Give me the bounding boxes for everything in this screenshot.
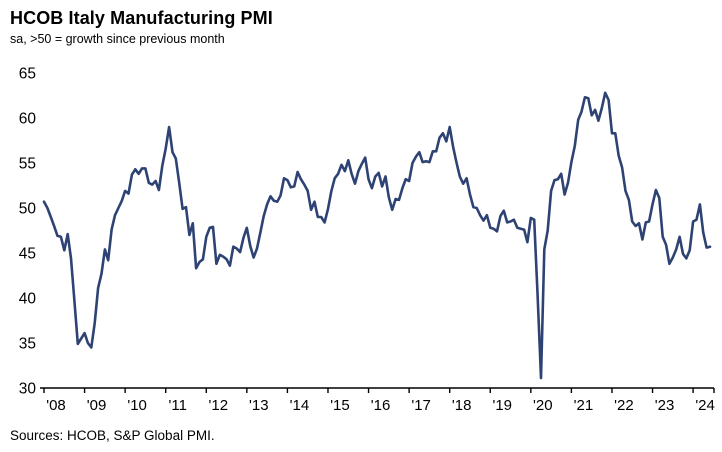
chart-area: 30 35 40 45 50 55 60 65 '08 '09 '10 '11 '12 '13 '14 '15… xyxy=(0,55,722,420)
y-tick-label: 35 xyxy=(19,336,36,353)
chart-subtitle: sa, >50 = growth since previous month xyxy=(10,32,225,46)
x-tick-label: '10 xyxy=(127,397,147,414)
chart-title: HCOB Italy Manufacturing PMI xyxy=(10,8,273,28)
y-tick-label: 60 xyxy=(19,111,37,128)
y-tick-label: 30 xyxy=(19,381,37,398)
x-tick-label: '24 xyxy=(695,397,715,414)
x-tick-label: '19 xyxy=(492,397,512,414)
y-tick-label: 55 xyxy=(19,156,36,173)
x-tick-label: '22 xyxy=(614,397,634,414)
x-tick-label: '18 xyxy=(452,397,472,414)
source-note: Sources: HCOB, S&P Global PMI. xyxy=(10,428,215,443)
x-tick-label: '15 xyxy=(330,397,350,414)
x-tick-label: '11 xyxy=(168,397,186,414)
y-tick-label: 40 xyxy=(19,291,37,308)
x-tick-label: '16 xyxy=(371,397,391,414)
x-tick-label: '14 xyxy=(290,397,310,414)
x-tick-label: '21 xyxy=(574,397,594,414)
pmi-series-line xyxy=(42,91,712,380)
x-tick-label: '20 xyxy=(533,397,553,414)
y-tick-label: 65 xyxy=(19,66,36,83)
x-tick-label: '17 xyxy=(411,397,431,414)
y-tick-label: 50 xyxy=(19,201,37,218)
pmi-line-chart: 30 35 40 45 50 55 60 65 '08 '09 '10 '11 '12 '13 '14 '15… xyxy=(19,66,715,415)
x-tick-label: '13 xyxy=(249,397,269,414)
x-tick-label: '09 xyxy=(87,397,107,414)
y-tick-label: 45 xyxy=(19,246,36,263)
x-tick-label: '23 xyxy=(655,397,675,414)
x-tick-label: '12 xyxy=(208,397,228,414)
x-tick-label: '08 xyxy=(46,397,66,414)
